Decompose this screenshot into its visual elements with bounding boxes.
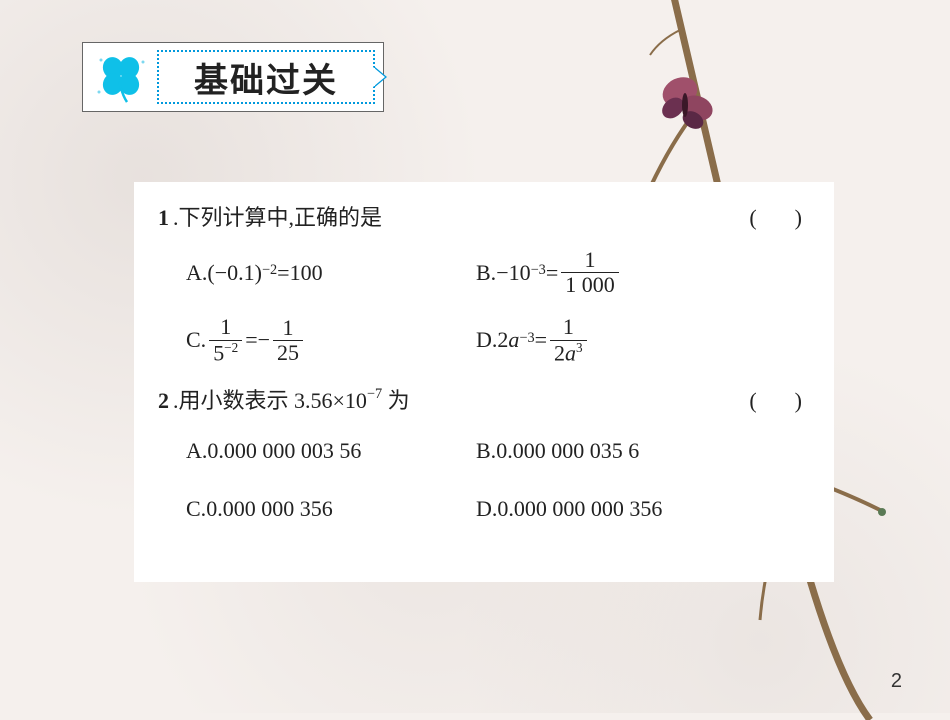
question-1: 1.下列计算中,正确的是 ( ) A. (−0.1)−2=100 B. −10−… [158,200,810,365]
badge-title: 基础过关 [194,53,338,102]
option-1a: A. (−0.1)−2=100 [186,248,476,297]
question-2-header: 2.用小数表示 3.56×10−7 为 ( ) [158,383,810,415]
q2-options-row-2: C.0.000 000 356 D.0.000 000 000 356 [186,489,810,529]
badge-text-container: 基础过关 [157,50,375,104]
question-1-paren: ( ) [749,200,810,232]
option-1d: D. 2a−3= 1 2a3 [476,315,810,365]
option-2d: D.0.000 000 000 356 [476,489,810,529]
question-1-text: 1.下列计算中,正确的是 [158,200,382,232]
option-1a-math: (−0.1)−2=100 [207,260,322,286]
page-number: 2 [891,670,902,693]
q1-options-row-2: C. 1 5−2 =− 1 25 D. 2a−3 [186,315,810,365]
option-1c: C. 1 5−2 =− 1 25 [186,315,476,365]
clover-icon [87,47,157,107]
option-1b-math: −10−3= 1 1 000 [496,248,622,297]
question-1-header: 1.下列计算中,正确的是 ( ) [158,200,810,232]
option-1b: B. −10−3= 1 1 000 [476,248,810,297]
question-2-text: 2.用小数表示 3.56×10−7 为 [158,383,410,415]
question-content: 1.下列计算中,正确的是 ( ) A. (−0.1)−2=100 B. −10−… [134,182,834,582]
option-2b: B.0.000 000 035 6 [476,431,810,471]
question-2-paren: ( ) [749,383,810,415]
option-2a: A.0.000 000 003 56 [186,431,476,471]
question-2: 2.用小数表示 3.56×10−7 为 ( ) A.0.000 000 003 … [158,383,810,529]
option-1c-math: 1 5−2 =− 1 25 [206,315,306,365]
option-1d-math: 2a−3= 1 2a3 [497,315,589,365]
option-2c: C.0.000 000 356 [186,489,476,529]
q2-options-row-1: A.0.000 000 003 56 B.0.000 000 035 6 [186,431,810,471]
q1-options-row-1: A. (−0.1)−2=100 B. −10−3= 1 1 000 [186,248,810,297]
section-header-badge: 基础过关 [82,42,384,112]
